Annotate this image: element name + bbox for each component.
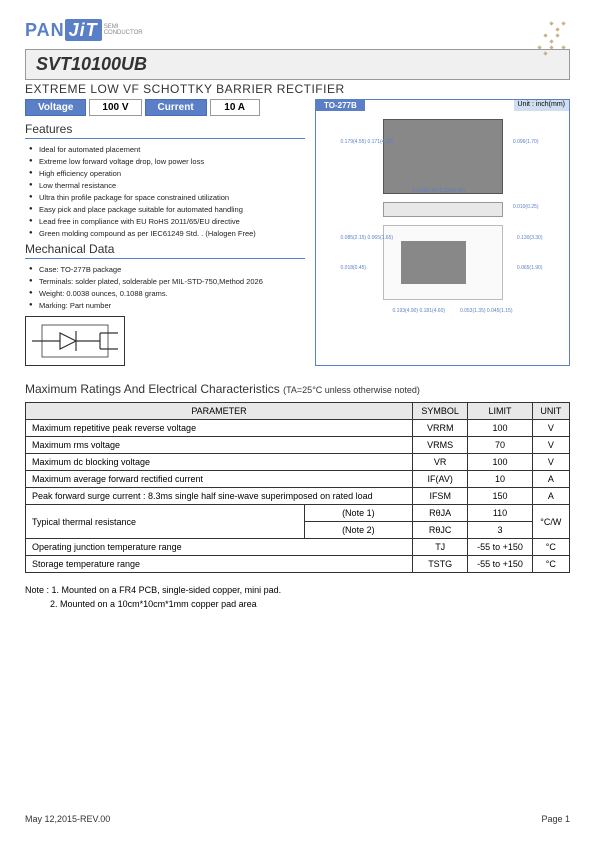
features-heading: Features	[25, 122, 305, 139]
table-row: Maximum dc blocking voltageVR100V	[26, 454, 570, 471]
current-label: Current	[145, 99, 207, 116]
col-limit: LIMIT	[468, 403, 532, 420]
footer-date: May 12,2015-REV.00	[25, 814, 110, 824]
table-row: Operating junction temperature rangeTJ-5…	[26, 539, 570, 556]
mech-item: Terminals: solder plated, solderable per…	[29, 277, 305, 286]
part-number-title: SVT10100UB	[25, 49, 570, 80]
voltage-value: 100 V	[89, 99, 141, 116]
package-unit: Unit : inch(mm)	[514, 100, 569, 111]
feature-item: Extreme low forward voltage drop, low po…	[29, 157, 305, 166]
features-list: Ideal for automated placement Extreme lo…	[25, 145, 305, 238]
table-row: Storage temperature rangeTSTG-55 to +150…	[26, 556, 570, 573]
mech-item: Case: TO-277B package	[29, 265, 305, 274]
table-header-row: PARAMETER SYMBOL LIMIT UNIT	[26, 403, 570, 420]
notes: Note : 1. Mounted on a FR4 PCB, single-s…	[25, 583, 570, 612]
voltage-label: Voltage	[25, 99, 86, 116]
feature-item: Ultra thin profile package for space con…	[29, 193, 305, 202]
decorative-dots	[520, 20, 570, 60]
feature-item: Easy pick and place package suitable for…	[29, 205, 305, 214]
logo-subtitle: SEMICONDUCTOR	[104, 25, 143, 36]
footer: May 12,2015-REV.00 Page 1	[25, 814, 570, 824]
col-symbol: SYMBOL	[413, 403, 468, 420]
mech-item: Weight: 0.0038 ounces, 0.1088 grams.	[29, 289, 305, 298]
package-drawing: 0.179(4.55) 0.171(4.25) 0.096(1.70) 0.24…	[316, 111, 569, 308]
ratings-heading: Maximum Ratings And Electrical Character…	[25, 382, 570, 396]
feature-item: Ideal for automated placement	[29, 145, 305, 154]
spec-row: Voltage 100 V Current 10 A	[25, 99, 305, 116]
table-row: Maximum average forward rectified curren…	[26, 471, 570, 488]
package-drawing-panel: TO-277B Unit : inch(mm) 0.179(4.55) 0.17…	[315, 99, 570, 366]
mech-item: Marking: Part number	[29, 301, 305, 310]
logo: PANJiT SEMICONDUCTOR	[25, 20, 570, 41]
footer-page: Page 1	[541, 814, 570, 824]
ratings-table: PARAMETER SYMBOL LIMIT UNIT Maximum repe…	[25, 402, 570, 573]
subtitle: EXTREME LOW VF SCHOTTKY BARRIER RECTIFIE…	[25, 82, 570, 96]
table-row: Maximum rms voltageVRMS70V	[26, 437, 570, 454]
package-name: TO-277B	[316, 100, 365, 111]
table-row: Peak forward surge current : 8.3ms singl…	[26, 488, 570, 505]
mechanical-heading: Mechanical Data	[25, 242, 305, 259]
feature-item: Lead free in compliance with EU RoHS 201…	[29, 217, 305, 226]
col-unit: UNIT	[532, 403, 569, 420]
logo-part1: PAN	[25, 20, 65, 40]
diode-symbol	[25, 316, 125, 366]
feature-item: Green molding compound as per IEC61249 S…	[29, 229, 305, 238]
table-row: Maximum repetitive peak reverse voltageV…	[26, 420, 570, 437]
logo-part2: JiT	[65, 19, 102, 41]
mechanical-list: Case: TO-277B package Terminals: solder …	[25, 265, 305, 310]
current-value: 10 A	[210, 99, 260, 116]
table-row: Typical thermal resistance (Note 1) RθJA…	[26, 505, 570, 522]
feature-item: High efficiency operation	[29, 169, 305, 178]
feature-item: Low thermal resistance	[29, 181, 305, 190]
col-parameter: PARAMETER	[26, 403, 413, 420]
